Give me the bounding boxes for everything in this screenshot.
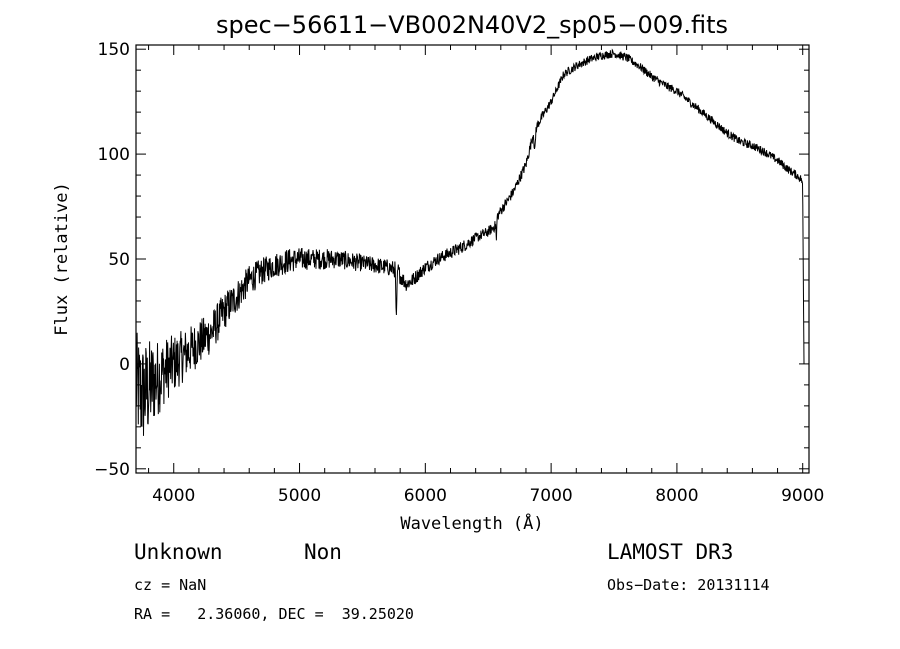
x-tick-label: 4000 bbox=[152, 486, 195, 506]
chart-title: spec−56611−VB002N40V2_sp05−009.fits bbox=[216, 11, 728, 39]
x-tick-label: 8000 bbox=[655, 486, 698, 506]
y-axis-ticks bbox=[136, 48, 809, 470]
object-class: Unknown bbox=[134, 540, 223, 564]
y-axis-label: Flux (relative) bbox=[52, 182, 72, 336]
y-axis-tick-labels: −50 0 50 100 150 bbox=[94, 40, 130, 480]
x-axis-label: Wavelength (Å) bbox=[400, 512, 543, 534]
survey-name: LAMOST DR3 bbox=[607, 540, 733, 564]
x-tick-label: 7000 bbox=[529, 486, 572, 506]
y-tick-label: 0 bbox=[119, 355, 130, 375]
x-tick-label: 9000 bbox=[781, 486, 824, 506]
radec-text: RA = 2.36060, DEC = 39.25020 bbox=[134, 605, 414, 623]
x-tick-label: 6000 bbox=[404, 486, 447, 506]
y-tick-label: −50 bbox=[94, 460, 130, 480]
x-axis-tick-labels: 4000 5000 6000 7000 8000 9000 bbox=[152, 486, 824, 506]
plot-frame bbox=[135, 44, 810, 474]
obs-date-text: Obs−Date: 20131114 bbox=[607, 576, 770, 594]
object-subclass: Non bbox=[304, 540, 342, 564]
x-tick-label: 5000 bbox=[278, 486, 321, 506]
redshift-text: cz = NaN bbox=[134, 576, 206, 594]
y-tick-label: 50 bbox=[108, 250, 130, 270]
spectrum-line bbox=[135, 48, 805, 436]
y-tick-label: 100 bbox=[98, 145, 130, 165]
y-tick-label: 150 bbox=[98, 40, 130, 60]
x-axis-ticks bbox=[148, 45, 804, 473]
